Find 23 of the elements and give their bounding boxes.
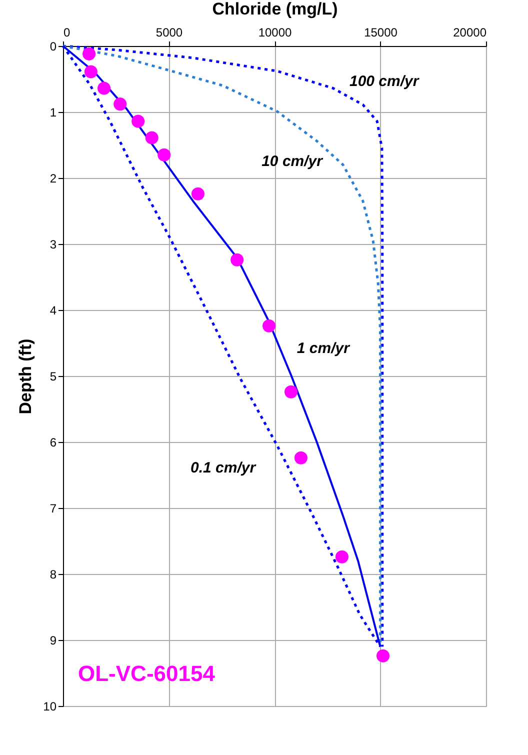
series-label: 100 cm/yr xyxy=(349,73,420,90)
x-tick-label: 5000 xyxy=(156,26,183,40)
text: OL-VC-60154 xyxy=(78,661,216,686)
y-tick-label: 0 xyxy=(50,40,57,54)
x-tick-label: 10000 xyxy=(258,26,292,40)
series-label: 10 cm/yr xyxy=(262,152,324,170)
x-tick-label: 15000 xyxy=(364,26,398,40)
series-label: 1 cm/yr xyxy=(296,340,351,357)
y-axis-title: Depth (ft) xyxy=(16,338,36,414)
series-label: 0.1 cm/yr xyxy=(190,459,257,476)
y-tick-label: 8 xyxy=(50,568,57,582)
y-tick-label: 2 xyxy=(50,172,57,186)
y-tick-label: 1 xyxy=(50,106,57,120)
x-axis-title: Chloride (mg/L) xyxy=(212,0,338,18)
x-tick-label: 20000 xyxy=(453,26,487,40)
y-tick-label: 3 xyxy=(50,238,57,252)
y-tick-label: 6 xyxy=(50,436,57,450)
y-tick-label: 4 xyxy=(50,304,57,318)
y-tick-label: 5 xyxy=(50,370,57,384)
y-tick-label: 10 xyxy=(43,700,57,714)
y-tick-label: 7 xyxy=(50,502,57,516)
y-tick-label: 9 xyxy=(50,634,57,648)
x-tick-label: 0 xyxy=(64,26,70,40)
